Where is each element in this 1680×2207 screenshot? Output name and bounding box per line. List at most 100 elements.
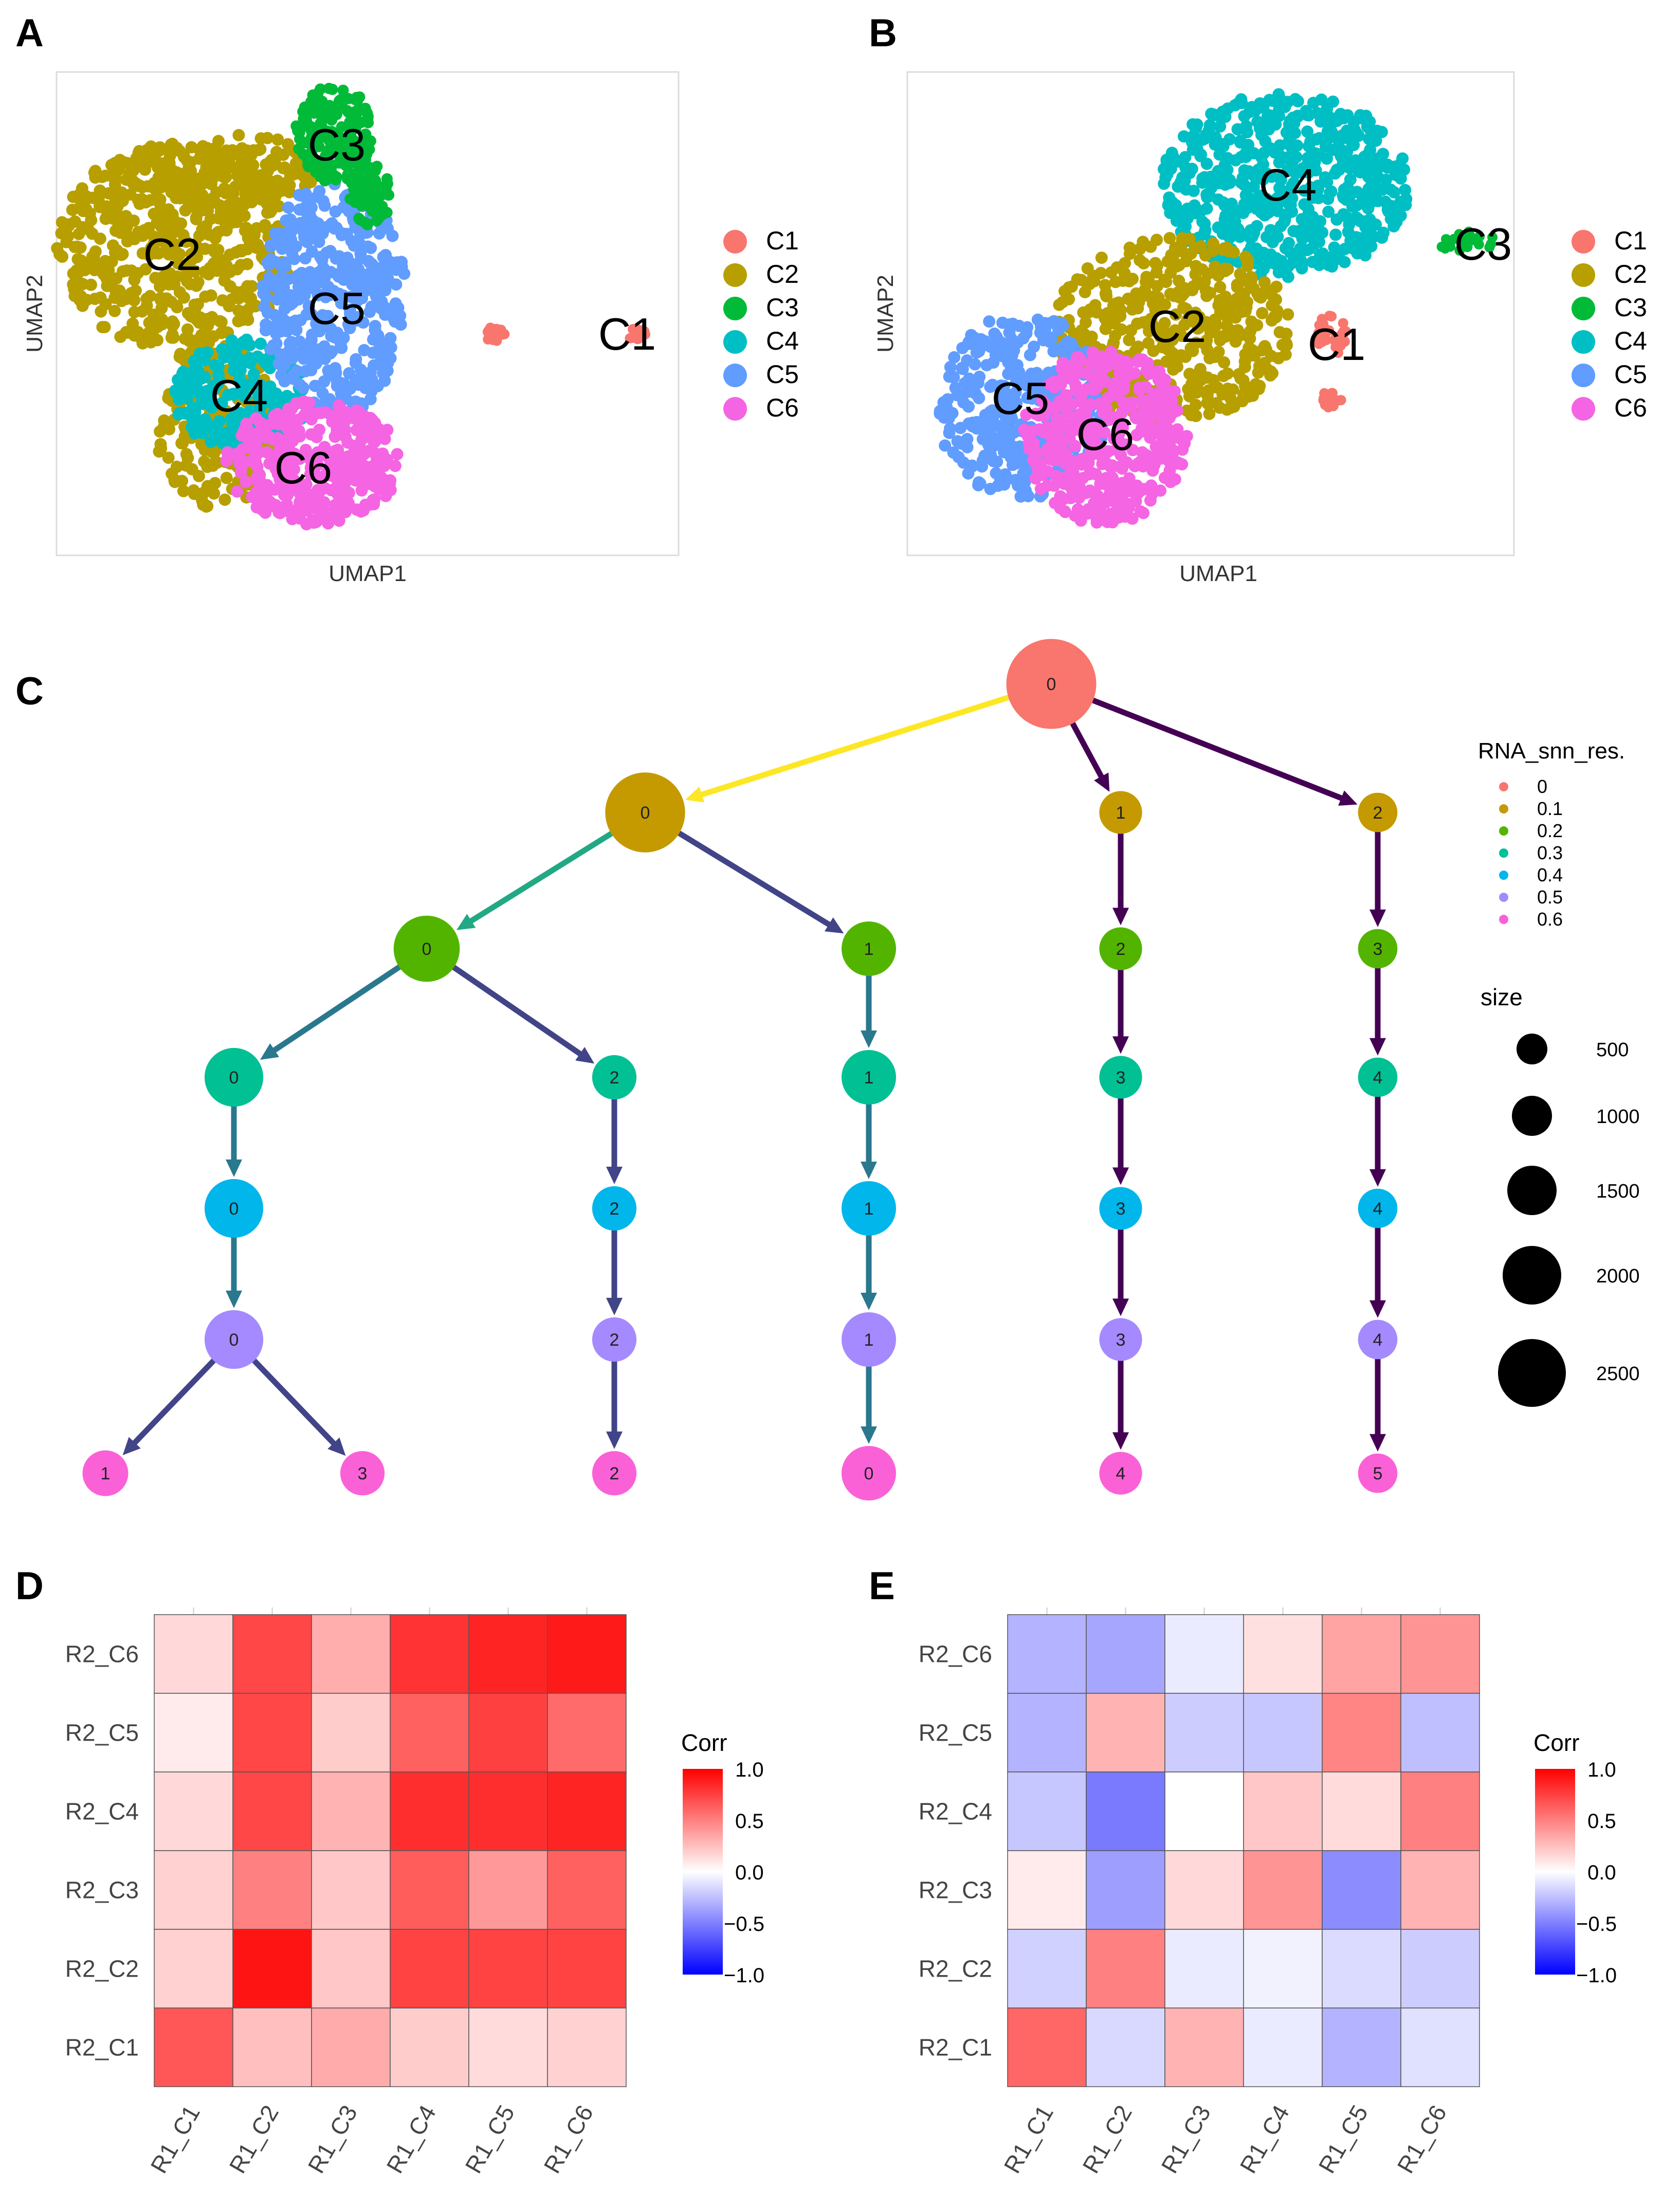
- panel-e-y-tick-label: R2_C5: [919, 1720, 992, 1746]
- panel-b-point-c4: [1224, 176, 1236, 189]
- panel-a-point-c2: [224, 265, 236, 278]
- panel-a-point-c2: [60, 236, 73, 248]
- panel-a-point-c6: [297, 395, 310, 408]
- res-legend-label: 0.3: [1537, 842, 1563, 863]
- panel-a-point-c5: [297, 382, 309, 394]
- panel-a-point-c2: [232, 304, 245, 317]
- panel-d-cell: [311, 1771, 391, 1851]
- panel-b-point-c6: [1079, 487, 1091, 500]
- tree-edge: [1369, 1356, 1386, 1452]
- panel-a-point-c6: [341, 436, 354, 449]
- panel-d-y-tick-label: R2_C1: [65, 2034, 139, 2061]
- panel-b-point-c4: [1335, 244, 1347, 257]
- panel-a-point-c4: [212, 432, 225, 445]
- panel-b-point-c2: [1083, 305, 1095, 318]
- panel-a-points: [51, 83, 650, 531]
- panel-a-point-c6: [333, 399, 345, 412]
- panel-d-legend-tick: 1.0: [735, 1759, 764, 1781]
- panel-b-point-c4: [1324, 187, 1337, 199]
- tree-edge: [1369, 965, 1386, 1056]
- panel-a-point-c5: [352, 378, 365, 391]
- panel-d-cell: [232, 1693, 312, 1772]
- panel-b-point-c6: [1052, 472, 1064, 484]
- panel-a-point-c3: [371, 160, 383, 172]
- tree-node-label: 0: [422, 939, 432, 959]
- panel-e-cell: [1400, 2007, 1480, 2087]
- panel-a-point-c5: [319, 396, 331, 409]
- panel-b-point-c5: [962, 400, 975, 413]
- panel-a-point-c2: [242, 303, 254, 316]
- panel-b-point-c4: [1399, 184, 1412, 196]
- tree-node-label: 1: [101, 1464, 111, 1484]
- panel-label-e: E: [869, 1564, 895, 1608]
- panel-a-point-c2: [142, 222, 155, 234]
- panel-a-point-c6: [339, 424, 352, 436]
- panel-e-cell: [1400, 1771, 1480, 1851]
- panel-e-cell: [1243, 1693, 1323, 1772]
- panel-b-point-c6: [1131, 355, 1144, 368]
- res-legend-label: 0: [1537, 776, 1547, 797]
- panel-e-cell: [1086, 1850, 1165, 1930]
- panel-a-point-c4: [254, 337, 267, 350]
- panel-b-point-c4: [1354, 109, 1366, 122]
- panel-a-point-c5: [337, 268, 350, 281]
- panel-a-point-c3: [294, 133, 305, 145]
- panel-d-cell: [154, 1771, 233, 1851]
- tree-edge-arrowhead: [226, 1159, 242, 1177]
- panel-d-y-tick-label: R2_C6: [65, 1641, 139, 1668]
- panel-a-point-c5: [369, 320, 381, 333]
- panel-e-legend-tick: −0.5: [1576, 1913, 1617, 1935]
- panel-b-umap: C1 C2 C3 C4 C5 C6 UMAP1 UMAP2 C1 C2 C3 C…: [873, 71, 1647, 586]
- panel-b-point-c5: [943, 426, 956, 439]
- panel-a-point-c3: [358, 193, 370, 205]
- panel-b-point-c2: [1272, 352, 1285, 365]
- panel-a-point-c2: [215, 316, 228, 329]
- panel-a-point-c5: [282, 201, 295, 214]
- panel-e-cell: [1164, 1929, 1244, 2009]
- panel-a-point-c5: [337, 201, 350, 213]
- panel-a-point-c2: [139, 196, 152, 209]
- panel-a-legend-label-c2: C2: [766, 260, 799, 288]
- tree-node-label: 3: [1116, 1199, 1126, 1219]
- panel-a-point-c5: [364, 269, 377, 282]
- panel-b-point-c4: [1231, 123, 1244, 136]
- panel-a-point-c2: [201, 332, 213, 345]
- panel-b-point-c2: [1213, 401, 1226, 414]
- panel-c-cluster-tree: 0 0 1 2 0 1 2 3 0 2 1 3 4 0 2 1 3 4 0 2 1 3 4 1 3 2 0 4 5 RNA_snn_re…: [82, 639, 1640, 1500]
- panel-b-point-c4: [1389, 169, 1402, 182]
- panel-a-point-c2: [239, 176, 251, 189]
- panel-a-legend-swatch-c2: [723, 263, 747, 287]
- panel-b-point-c2: [1183, 232, 1196, 245]
- panel-b-point-c5: [948, 351, 961, 364]
- panel-b-point-c5: [1009, 457, 1022, 470]
- panel-a-point-c5: [299, 252, 312, 265]
- panel-a-point-c2: [144, 290, 157, 302]
- panel-b-point-c2: [1170, 246, 1183, 259]
- panel-b-point-c2: [1095, 251, 1108, 264]
- panel-b-point-c4: [1350, 186, 1363, 198]
- panel-a-point-c3: [376, 209, 388, 221]
- panel-b-point-c6: [1155, 399, 1167, 411]
- tree-edge-arrowhead: [1369, 1434, 1386, 1452]
- panel-e-cell: [1007, 1929, 1087, 2009]
- panel-a-point-c2: [235, 206, 248, 218]
- res-legend-swatch: [1499, 804, 1508, 813]
- panel-a-x-axis-label: UMAP1: [328, 561, 407, 586]
- panel-e-cell: [1086, 2007, 1165, 2087]
- panel-a-point-c6: [267, 417, 280, 430]
- tree-edge-line: [1090, 697, 1344, 801]
- panel-a-point-c3: [375, 190, 387, 202]
- panel-d-colorbar: Corr 1.0 0.5 0.0 −0.5 −1.0: [681, 1729, 764, 1987]
- panel-a-point-c2: [94, 291, 107, 304]
- panel-b-point-c4: [1346, 128, 1359, 140]
- panel-e-x-tick-label: R1_C2: [1077, 2101, 1137, 2178]
- panel-a-point-c6: [384, 483, 397, 496]
- panel-a-point-c6: [348, 458, 360, 471]
- panel-b-point-c5: [966, 378, 979, 391]
- panel-d-cell: [232, 1929, 312, 2009]
- panel-b-point-c5: [1012, 479, 1025, 492]
- panel-b-point-c4: [1330, 213, 1343, 226]
- panel-a-point-c2: [155, 181, 167, 194]
- panel-a-point-c5: [319, 267, 332, 280]
- panel-b-point-c2: [1117, 275, 1129, 287]
